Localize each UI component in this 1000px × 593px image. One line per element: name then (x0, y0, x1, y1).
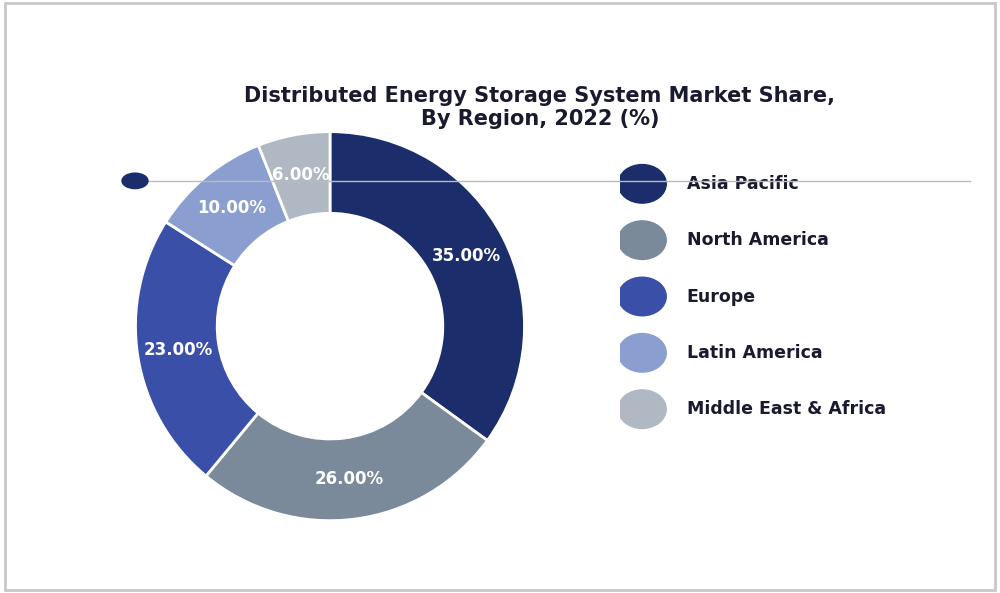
Circle shape (618, 221, 666, 260)
Text: RESEARCH: RESEARCH (38, 95, 97, 105)
Text: Distributed Energy Storage System Market Share,
By Region, 2022 (%): Distributed Energy Storage System Market… (244, 86, 836, 129)
Text: 35.00%: 35.00% (432, 247, 501, 266)
Text: Latin America: Latin America (687, 344, 822, 362)
Text: 6.00%: 6.00% (272, 166, 330, 184)
Text: PRECEDENCE: PRECEDENCE (32, 43, 103, 53)
Circle shape (618, 334, 666, 372)
Circle shape (618, 390, 666, 428)
Text: 10.00%: 10.00% (198, 199, 267, 217)
Wedge shape (135, 222, 258, 476)
Wedge shape (330, 132, 525, 441)
Circle shape (618, 165, 666, 203)
Text: Europe: Europe (687, 288, 756, 305)
Wedge shape (166, 145, 288, 266)
Circle shape (618, 278, 666, 315)
Wedge shape (206, 393, 487, 521)
Wedge shape (258, 132, 330, 221)
Text: 26.00%: 26.00% (315, 470, 384, 487)
Text: Middle East & Africa: Middle East & Africa (687, 400, 886, 418)
Text: Asia Pacific: Asia Pacific (687, 175, 798, 193)
Text: North America: North America (687, 231, 828, 249)
Text: 23.00%: 23.00% (144, 341, 213, 359)
